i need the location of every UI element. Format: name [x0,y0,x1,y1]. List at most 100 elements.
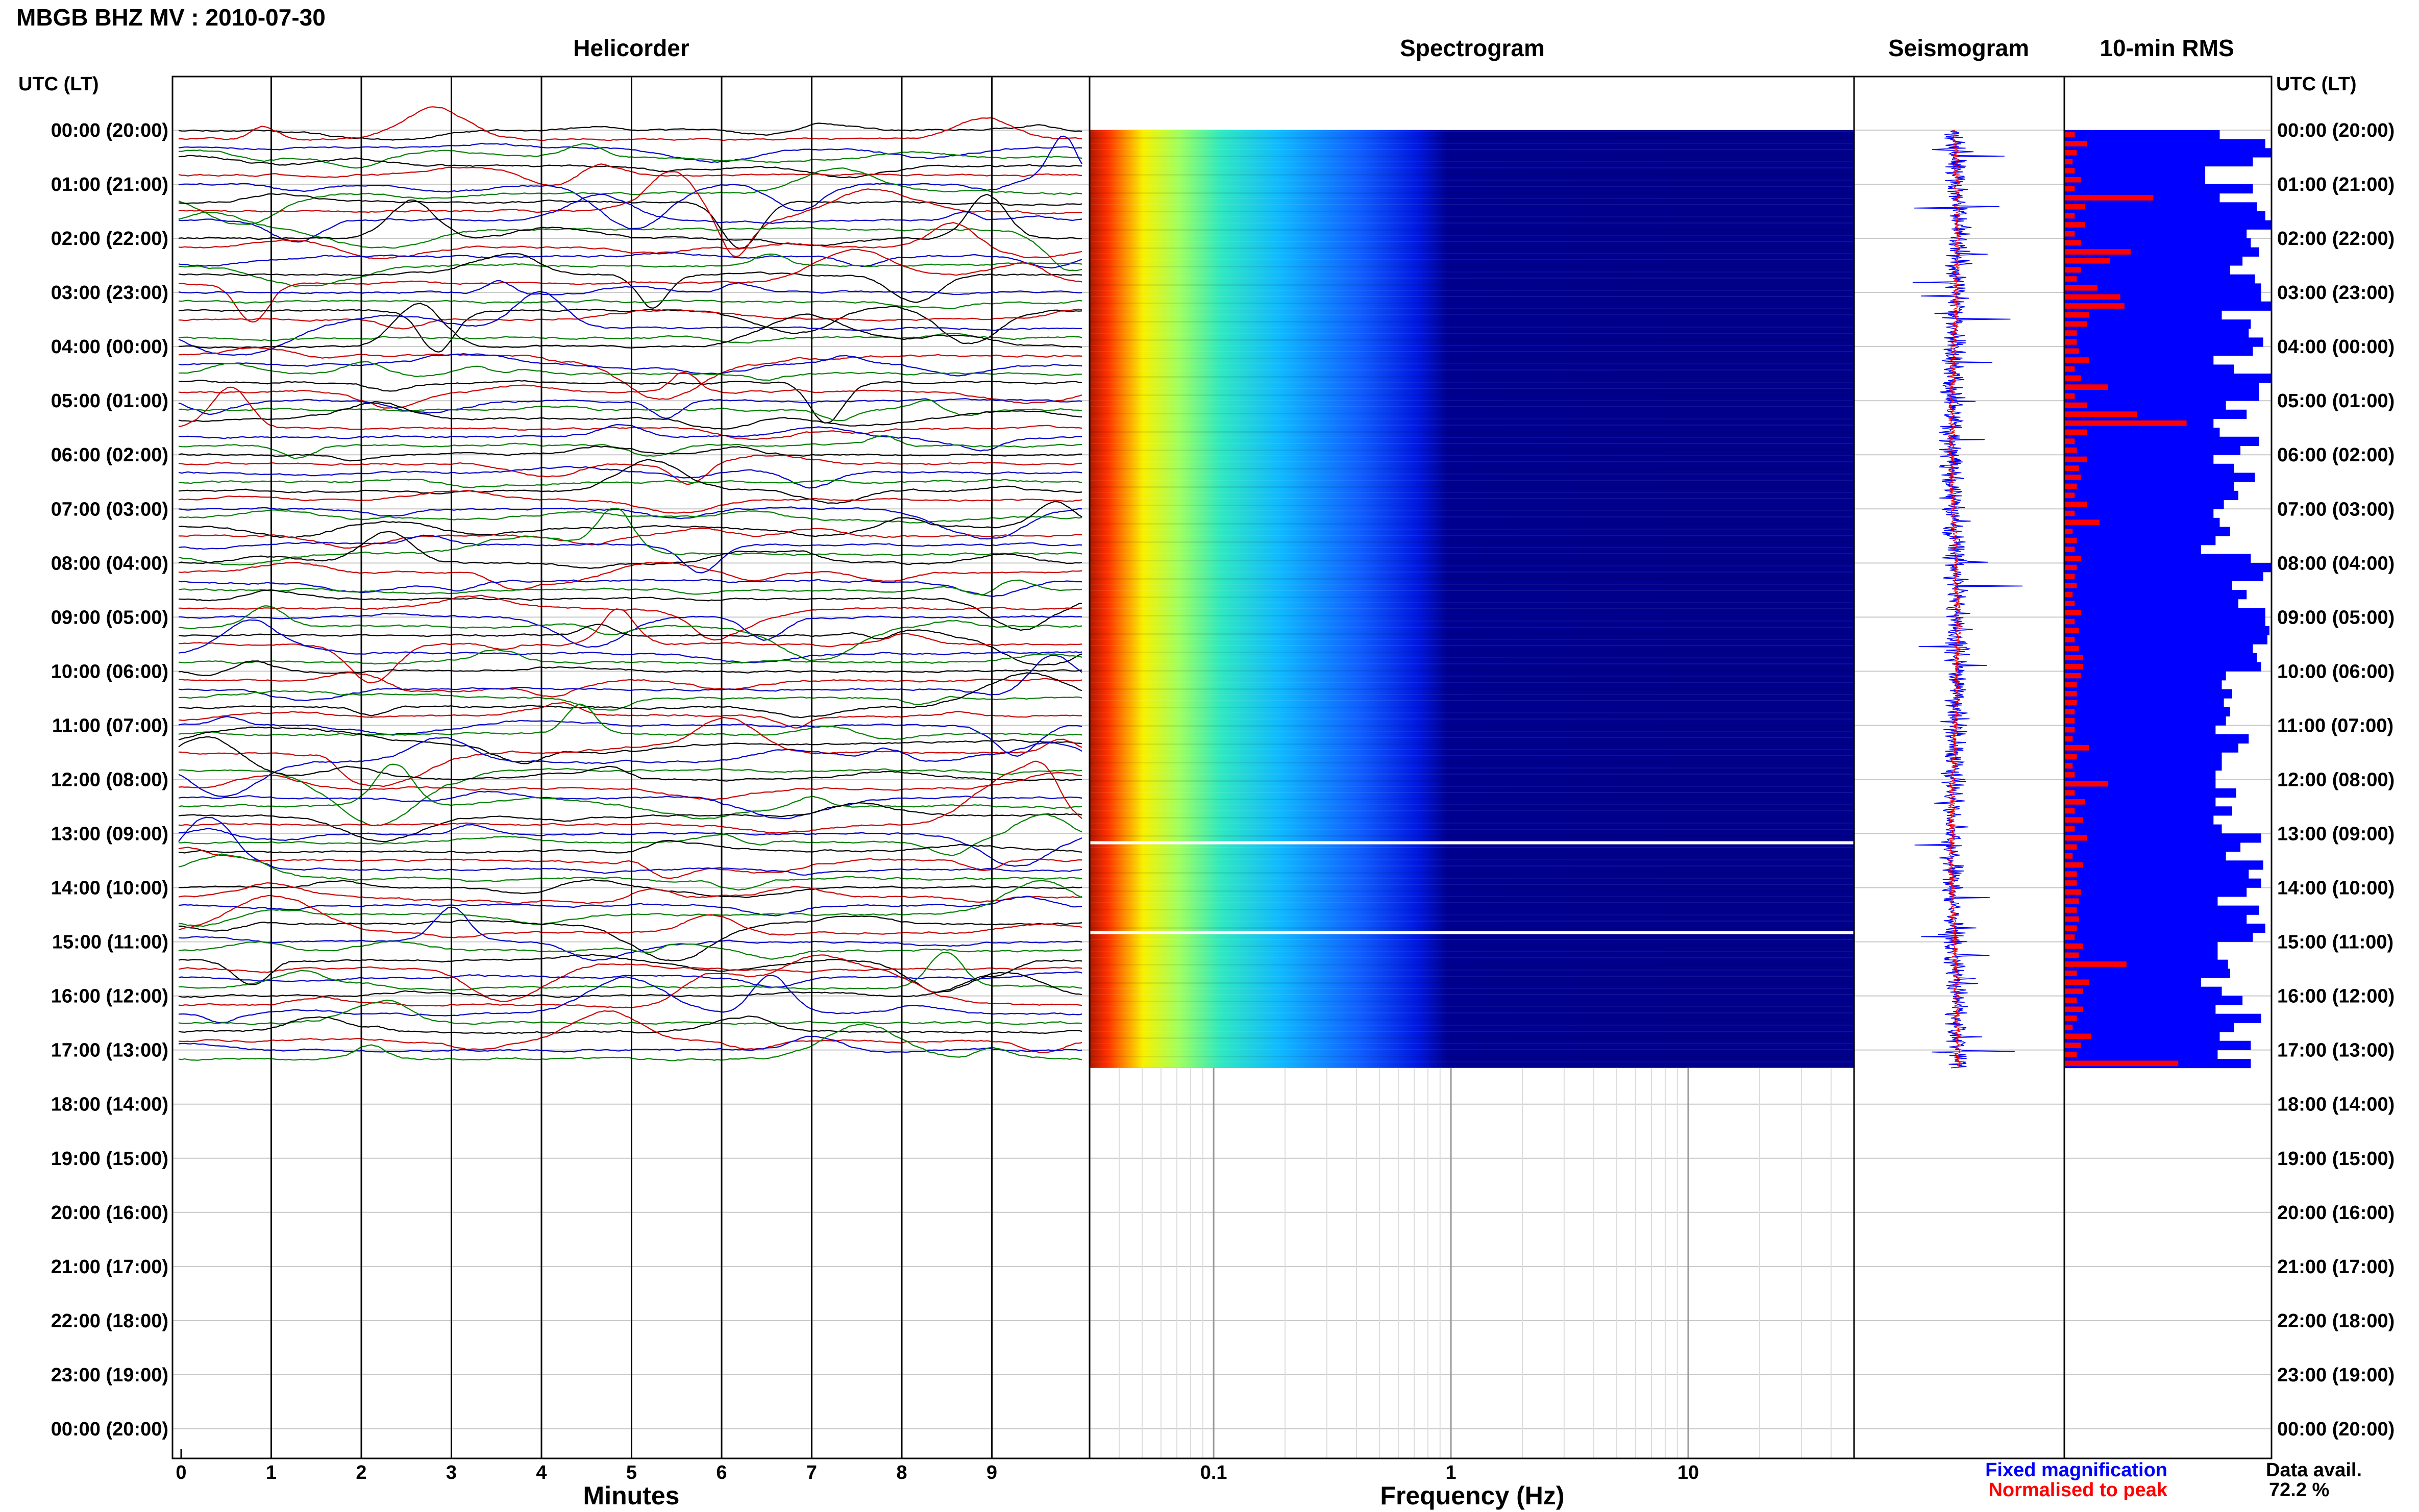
helicorder-row-trace [178,702,1082,729]
rms-bar-fixed [2064,364,2234,374]
rms-bar-normalised [2064,447,2077,453]
rms-bar-normalised [2064,267,2081,273]
rms-bar-fixed [2064,166,2206,176]
rms-bar-normalised [2064,754,2077,760]
rms-bar-normalised [2064,492,2075,498]
rms-bar-normalised [2064,853,2073,859]
helicorder-row-trace [178,253,1082,287]
rms-bar-normalised [2064,1060,2179,1067]
minute-tick-label: 1 [266,1462,277,1483]
helicorder-row-trace [178,672,1082,698]
spectrogram-gap [1090,841,1854,845]
time-label-left: 06:00 (02:00) [51,444,168,466]
rms-bar-normalised [2064,1051,2077,1057]
time-label-right: 13:00 (09:00) [2277,824,2395,845]
helicorder-row-trace [178,619,1082,663]
rms-bar-normalised [2064,294,2120,300]
rms-bar-fixed [2064,572,2263,581]
rms-bar-normalised [2064,564,2077,571]
time-label-left: 08:00 (04:00) [51,553,168,574]
helicorder-row-trace [178,333,1082,344]
helicorder-row-trace [178,434,1082,459]
rms-bar-normalised [2064,655,2083,660]
rms-bar-normalised [2064,1015,2077,1021]
helicorder-row-trace [178,506,1082,540]
spectrogram-gap [1090,931,1854,934]
rms-bar-fixed [2064,662,2261,672]
helicorder-row-trace [178,171,1082,257]
helicorder-row-trace [178,880,1082,927]
rms-bar-normalised [2064,628,2079,633]
rms-bar-fixed [2064,374,2272,383]
helicorder-row-trace [178,605,1082,661]
minute-tick-label: 4 [536,1462,547,1483]
rms-bar-fixed [2064,500,2224,509]
helicorder-row-trace [178,690,1082,711]
rms-bar-fixed [2064,599,2239,609]
rms-bar-normalised [2064,222,2085,228]
rms-bar-fixed [2064,283,2261,293]
rms-bar-normalised [2064,817,2083,823]
frequency-tick-label: 10 [1677,1462,1699,1483]
helicorder-x-label: Minutes [583,1481,680,1510]
rms-bar-fixed [2064,274,2255,284]
helicorder-row-trace [178,853,1082,891]
rms-bar-fixed [2064,175,2206,185]
rms-bar-normalised [2064,411,2137,417]
spectrogram-texture [1090,130,1854,1068]
helicorder-row-trace [179,303,1082,349]
helicorder-row-trace [178,507,1082,566]
rms-bar-normalised [2064,889,2081,895]
rms-bar-fixed [2064,680,2222,690]
frequency-tick-label: 1 [1445,1462,1456,1483]
time-label-left: 02:00 (22:00) [51,228,168,250]
time-label-right: 03:00 (23:00) [2277,282,2395,304]
rms-bar-fixed [2064,581,2232,590]
minute-tick-label: 5 [626,1462,637,1483]
rms-bar-fixed [2064,716,2226,726]
time-label-left: 21:00 (17:00) [51,1256,168,1278]
rms-bar-normalised [2064,682,2077,688]
rms-bar-normalised [2064,745,2089,751]
rms-bar-fixed [2064,1031,2220,1042]
helicorder-title: Helicorder [573,35,689,61]
helicorder-row-trace [178,802,1082,842]
helicorder-row-trace [178,135,1082,230]
rms-bar-normalised [2064,402,2087,408]
rms-bar-fixed [2064,941,2218,951]
rms-bar-normalised [2064,303,2125,309]
helicorder-row-trace [178,193,1082,246]
helicorder-row-trace [178,649,1082,665]
helicorder-row-trace [178,106,1082,141]
rms-bar-fixed [2064,671,2226,681]
spectrogram-x-label: Frequency (Hz) [1380,1481,1564,1510]
rms-bar-fixed [2064,482,2234,491]
rms-bar-fixed [2064,130,2220,140]
time-label-right: 20:00 (16:00) [2277,1202,2395,1224]
helicorder-row-trace [178,489,1082,514]
time-label-right: 01:00 (21:00) [2277,174,2395,195]
helicorder-row-trace [178,253,1082,309]
rms-bar-normalised [2064,862,2083,868]
rms-bar-fixed [2064,455,2214,464]
rms-bar-fixed [2064,761,2222,771]
rms-bar-normalised [2064,474,2081,480]
rms-bar-fixed [2064,969,2230,978]
helicorder-row-trace [178,445,1082,462]
time-label-right: 21:00 (17:00) [2277,1256,2395,1278]
rms-bar-fixed [2064,544,2201,554]
rms-bar-normalised [2064,601,2075,606]
rms-bar-normalised [2064,970,2077,976]
time-label-right: 08:00 (04:00) [2277,553,2395,574]
rms-bar-normalised [2064,925,2077,931]
rms-bar-fixed [2064,319,2251,329]
helicorder-row-trace [178,624,1082,666]
rms-bar-normalised [2064,618,2075,625]
rms-bar-fixed [2064,211,2265,221]
helicorder-row-trace [178,654,1082,701]
rms-bar-normalised [2064,898,2079,904]
time-label-right: 00:00 (20:00) [2277,1419,2395,1440]
minute-tick-label: 3 [446,1462,457,1483]
rms-bar-fixed [2064,346,2253,356]
